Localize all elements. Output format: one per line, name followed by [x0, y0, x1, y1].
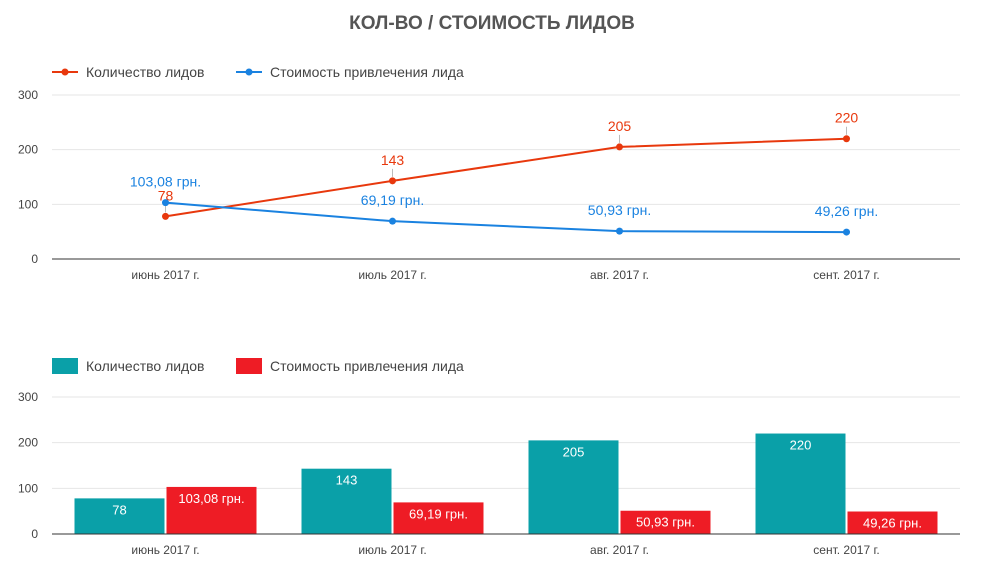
bar-y-tick-label: 200: [18, 436, 38, 450]
line-series-0: [165, 137, 847, 218]
line-x-tick-label: авг. 2017 г.: [590, 268, 649, 282]
line-point: [389, 177, 396, 185]
bar: [528, 440, 619, 534]
bar-x-tick-label: сент. 2017 г.: [813, 543, 879, 557]
bar-data-label: 103,08 грн.: [178, 491, 244, 506]
bar-x-tick-label: июнь 2017 г.: [131, 543, 199, 557]
line-point: [843, 135, 850, 143]
line-point: [389, 217, 396, 225]
bar: [393, 502, 484, 534]
line-data-label: 220: [835, 110, 859, 126]
line-legend-item-1: Стоимость привлечения лида: [236, 64, 464, 80]
line-point: [162, 199, 169, 207]
legend-label: Количество лидов: [86, 358, 204, 374]
line-y-tick-label: 200: [18, 143, 38, 157]
legend-rect-swatch: [52, 358, 78, 374]
line-data-label: 205: [608, 118, 632, 134]
bar-chart: Количество лидов Стоимость привлечения ли…: [18, 358, 960, 557]
bar-x-tick-label: авг. 2017 г.: [590, 543, 649, 557]
bar-y-tick-label: 100: [18, 481, 38, 495]
line-x-tick-label: сент. 2017 г.: [813, 268, 879, 282]
bar-data-label: 220: [790, 438, 812, 453]
line-y-tick-label: 100: [18, 197, 38, 211]
legend-label: Стоимость привлечения лида: [270, 358, 464, 374]
page-title: КОЛ-ВО / СТОИМОСТЬ ЛИДОВ: [349, 13, 635, 34]
bar: [301, 468, 392, 534]
line-y-tick-label: 300: [18, 88, 38, 102]
bar-y-tick-label: 300: [18, 390, 38, 404]
bar-data-label: 50,93 грн.: [636, 515, 695, 530]
bar-legend-item-1: Стоимость привлечения лида: [236, 358, 464, 374]
line-data-label: 103,08 грн.: [130, 174, 201, 190]
line-point: [162, 212, 169, 220]
line-data-label: 143: [381, 152, 405, 168]
bar-data-label: 205: [563, 444, 585, 459]
bar: [847, 511, 938, 534]
legend-dot: [61, 68, 69, 76]
bar-data-label: 143: [336, 473, 358, 488]
bar-y-tick-label: 0: [31, 527, 38, 541]
bar: [166, 486, 257, 534]
bar: [74, 498, 165, 534]
line-data-label: 69,19 грн.: [361, 192, 424, 208]
line-data-label: 49,26 грн.: [815, 203, 878, 219]
line-point: [616, 227, 623, 235]
line-point: [616, 143, 623, 151]
line-chart: Количество лидов Стоимость привлечения ли…: [18, 64, 960, 282]
bar: [755, 433, 846, 534]
line-point: [843, 228, 850, 236]
legend-rect-swatch: [236, 358, 262, 374]
bar-data-label: 69,19 грн.: [409, 506, 468, 521]
legend-label: Стоимость привлечения лида: [270, 64, 464, 80]
bar-data-label: 78: [112, 502, 126, 517]
line-x-tick-label: июнь 2017 г.: [131, 268, 199, 282]
line-series-1: [165, 201, 847, 234]
line-x-tick-label: июль 2017 г.: [358, 268, 426, 282]
bar-data-label: 49,26 грн.: [863, 516, 922, 531]
line-y-tick-label: 0: [31, 252, 38, 266]
line-legend-item-0: Количество лидов: [52, 64, 204, 80]
bar-legend-item-0: Количество лидов: [52, 358, 204, 374]
line-data-label: 50,93 грн.: [588, 202, 651, 218]
bar-x-tick-label: июль 2017 г.: [358, 543, 426, 557]
line-data-label: 78: [158, 187, 174, 203]
legend-label: Количество лидов: [86, 64, 204, 80]
bar: [620, 510, 711, 534]
legend-dot: [245, 68, 253, 76]
